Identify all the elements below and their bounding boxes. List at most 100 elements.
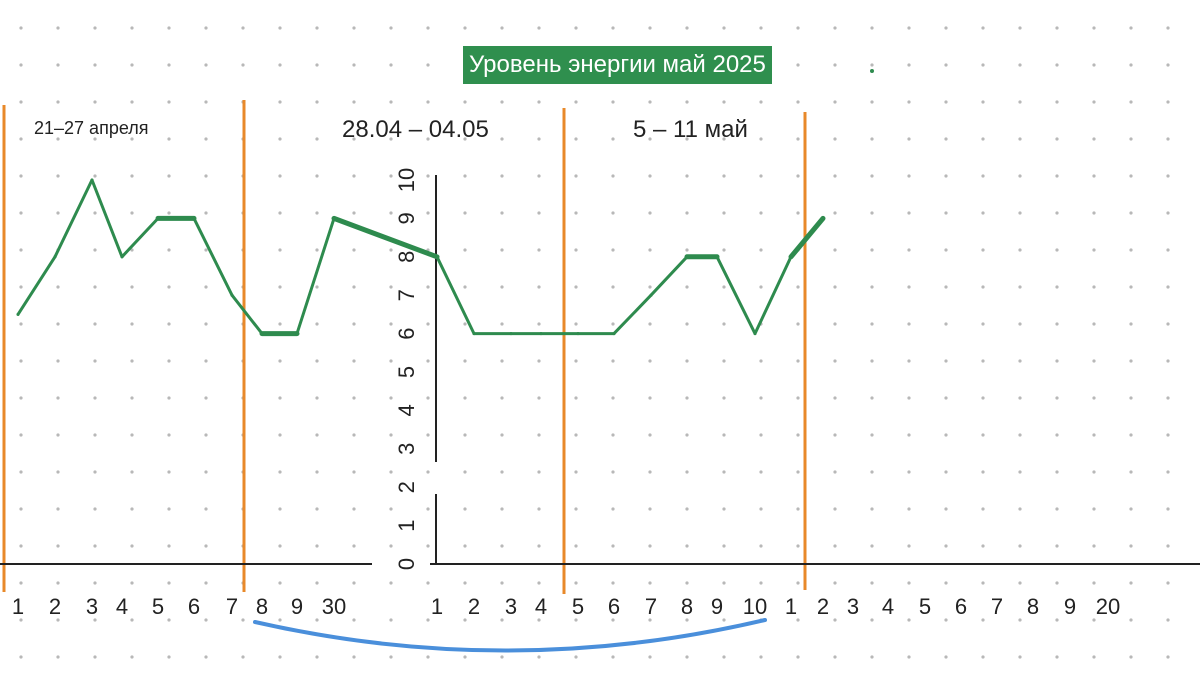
grid-dot (352, 26, 356, 30)
grid-dot (167, 322, 171, 326)
grid-dot (907, 655, 911, 659)
grid-dot (352, 359, 356, 363)
grid-dot (1166, 396, 1170, 400)
grid-dot (1055, 470, 1059, 474)
x-tick-label: 3 (505, 594, 517, 619)
line-segment (435, 255, 476, 336)
dot-grid (19, 26, 1170, 659)
grid-dot (648, 618, 652, 622)
grid-dot (981, 248, 985, 252)
grid-dot (56, 544, 60, 548)
grid-dot (389, 359, 393, 363)
grid-dot (611, 26, 615, 30)
grid-dot (19, 544, 23, 548)
grid-dot (722, 470, 726, 474)
x-tick-label: 8 (1027, 594, 1039, 619)
grid-dot (796, 26, 800, 30)
grid-dot (389, 322, 393, 326)
grid-dot (1166, 618, 1170, 622)
grid-dot (981, 26, 985, 30)
grid-dot (611, 433, 615, 437)
grid-dot (56, 581, 60, 585)
grid-dot (389, 285, 393, 289)
grid-dot (685, 26, 689, 30)
grid-dot (130, 174, 134, 178)
grid-dot (1055, 655, 1059, 659)
grid-dot (537, 174, 541, 178)
grid-dot (944, 470, 948, 474)
x-tick-label: 6 (608, 594, 620, 619)
grid-dot (130, 433, 134, 437)
grid-dot (315, 322, 319, 326)
grid-dot (167, 359, 171, 363)
grid-dot (685, 396, 689, 400)
week-separators (2, 100, 807, 594)
grid-dot (426, 285, 430, 289)
grid-dot (19, 285, 23, 289)
data-point (192, 216, 196, 220)
grid-dot (537, 211, 541, 215)
grid-dot (1166, 581, 1170, 585)
grid-dot (907, 26, 911, 30)
grid-dot (352, 211, 356, 215)
grid-dot (870, 63, 874, 67)
grid-dot (1166, 285, 1170, 289)
grid-dot (796, 211, 800, 215)
grid-dot (278, 174, 282, 178)
grid-dot (130, 396, 134, 400)
grid-dot (685, 359, 689, 363)
grid-dot (759, 396, 763, 400)
y-tick-labels: 0 1 2 3 4 5 6 7 8 9 10 (394, 168, 419, 570)
grid-dot (352, 581, 356, 585)
grid-dot (870, 285, 874, 289)
grid-dot (722, 285, 726, 289)
grid-dot (1018, 322, 1022, 326)
grid-dot (1166, 63, 1170, 67)
grid-dot (278, 433, 282, 437)
grid-dot (574, 544, 578, 548)
grid-dot (759, 285, 763, 289)
grid-dot (56, 359, 60, 363)
grid-dot (944, 581, 948, 585)
grid-dot (611, 396, 615, 400)
grid-dot (796, 100, 800, 104)
grid-dot (167, 137, 171, 141)
grid-dot (611, 655, 615, 659)
grid-dot (870, 618, 874, 622)
grid-dot (278, 618, 282, 622)
y-tick-label: 2 (394, 481, 419, 493)
grid-dot (981, 655, 985, 659)
grid-dot (130, 618, 134, 622)
grid-dot (56, 100, 60, 104)
grid-dot (944, 63, 948, 67)
grid-dot (1055, 396, 1059, 400)
grid-dot (204, 137, 208, 141)
grid-dot (1055, 433, 1059, 437)
x-tick-label: 3 (86, 594, 98, 619)
grid-dot (1092, 396, 1096, 400)
grid-dot (1055, 174, 1059, 178)
grid-dot (19, 655, 23, 659)
grid-dot (426, 470, 430, 474)
grid-dot (278, 322, 282, 326)
grid-dot (796, 174, 800, 178)
grid-dot (833, 544, 837, 548)
grid-dot (574, 285, 578, 289)
grid-dot (1055, 581, 1059, 585)
grid-dot (389, 581, 393, 585)
grid-dot (204, 322, 208, 326)
grid-dot (130, 100, 134, 104)
grid-dot (1166, 433, 1170, 437)
grid-dot (944, 100, 948, 104)
grid-dot (241, 618, 245, 622)
grid-dot (907, 396, 911, 400)
grid-dot (944, 359, 948, 363)
grid-dot (648, 137, 652, 141)
grid-dot (722, 618, 726, 622)
grid-dot (574, 322, 578, 326)
y-tick-label: 6 (394, 327, 419, 339)
grid-dot (833, 618, 837, 622)
grid-dot (574, 211, 578, 215)
grid-dot (870, 433, 874, 437)
y-tick-label: 0 (394, 558, 419, 570)
